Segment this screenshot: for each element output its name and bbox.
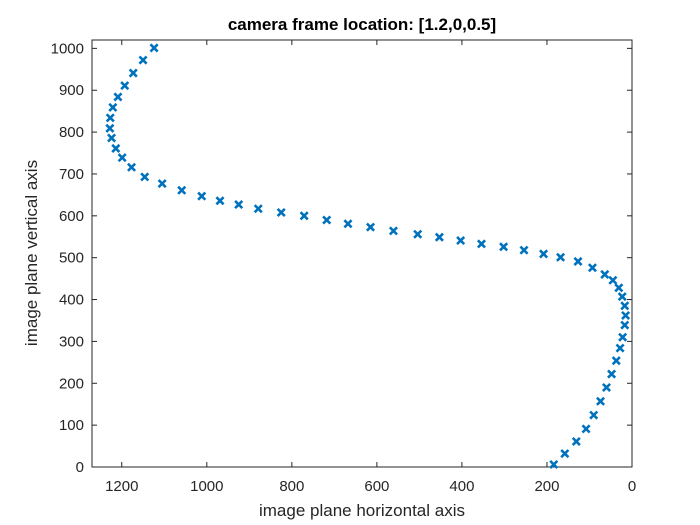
data-point bbox=[322, 215, 332, 225]
data-point bbox=[499, 242, 509, 252]
data-point bbox=[177, 185, 187, 195]
y-tick-label: 300 bbox=[59, 333, 84, 350]
data-point bbox=[611, 356, 621, 366]
data-point bbox=[140, 172, 150, 182]
y-tick-label: 1000 bbox=[51, 40, 84, 57]
y-tick-label: 0 bbox=[76, 459, 84, 476]
data-point bbox=[215, 196, 225, 206]
data-point bbox=[556, 252, 566, 262]
y-tick-label: 900 bbox=[59, 82, 84, 99]
data-point bbox=[519, 245, 529, 255]
plot-area bbox=[91, 39, 633, 468]
data-point bbox=[601, 382, 612, 392]
data-point bbox=[587, 263, 597, 273]
data-point bbox=[476, 239, 486, 249]
data-point bbox=[105, 113, 115, 123]
data-point bbox=[608, 275, 618, 285]
data-point bbox=[581, 424, 591, 434]
data-point bbox=[596, 396, 606, 406]
data-point bbox=[343, 219, 353, 229]
data-point bbox=[456, 236, 466, 246]
x-tick-label: 800 bbox=[279, 478, 304, 495]
data-point bbox=[234, 200, 244, 210]
data-point bbox=[539, 249, 549, 259]
data-point bbox=[105, 123, 115, 133]
data-point bbox=[117, 153, 127, 163]
data-point bbox=[620, 301, 630, 311]
x-tick-label: 0 bbox=[628, 478, 636, 495]
data-point bbox=[138, 55, 148, 65]
data-point bbox=[614, 283, 624, 293]
x-tick-label: 1000 bbox=[190, 478, 223, 495]
y-tick-label: 500 bbox=[59, 250, 84, 267]
y-tick-label: 700 bbox=[59, 166, 84, 183]
y-tick-label: 800 bbox=[59, 124, 84, 141]
y-tick-label: 400 bbox=[59, 292, 84, 309]
data-point bbox=[127, 162, 137, 172]
data-point bbox=[113, 92, 123, 102]
data-point bbox=[571, 436, 581, 446]
chart-title: camera frame location: [1.2,0,0.5] bbox=[228, 15, 496, 34]
data-series bbox=[105, 43, 631, 470]
data-point bbox=[549, 459, 559, 470]
data-point bbox=[600, 269, 610, 279]
data-point bbox=[617, 292, 627, 302]
data-point bbox=[615, 343, 625, 353]
x-axis-label: image plane horizontal axis bbox=[259, 501, 465, 520]
data-point bbox=[434, 232, 444, 242]
data-point bbox=[197, 191, 207, 201]
data-point bbox=[607, 369, 617, 379]
data-point bbox=[128, 68, 138, 78]
data-point bbox=[620, 320, 630, 330]
data-point bbox=[253, 204, 263, 214]
data-point bbox=[111, 143, 121, 153]
y-tick-label: 200 bbox=[59, 375, 84, 392]
data-point bbox=[573, 256, 583, 266]
data-point bbox=[299, 211, 309, 221]
data-point bbox=[413, 229, 423, 239]
y-axis-label: image plane vertical axis bbox=[22, 160, 41, 346]
x-tick-label: 200 bbox=[534, 478, 559, 495]
data-point bbox=[157, 179, 167, 189]
data-point bbox=[120, 81, 130, 91]
y-axis: 0 100 200 300 400 500 600 700 800 900 1000 bbox=[51, 40, 632, 476]
data-point bbox=[618, 332, 628, 342]
data-point bbox=[149, 43, 159, 53]
y-tick-label: 100 bbox=[59, 417, 84, 434]
data-point bbox=[621, 310, 631, 320]
data-point bbox=[276, 207, 286, 217]
data-point bbox=[388, 226, 398, 236]
data-point bbox=[560, 449, 570, 459]
x-tick-label: 1200 bbox=[105, 478, 138, 495]
data-point bbox=[108, 102, 118, 112]
data-point bbox=[365, 222, 376, 232]
data-point bbox=[589, 410, 599, 420]
x-tick-label: 400 bbox=[449, 478, 474, 495]
y-tick-label: 600 bbox=[59, 208, 84, 225]
x-axis: 0 200 400 600 800 1000 1200 bbox=[105, 40, 636, 495]
x-tick-label: 600 bbox=[364, 478, 389, 495]
data-point bbox=[107, 133, 117, 143]
